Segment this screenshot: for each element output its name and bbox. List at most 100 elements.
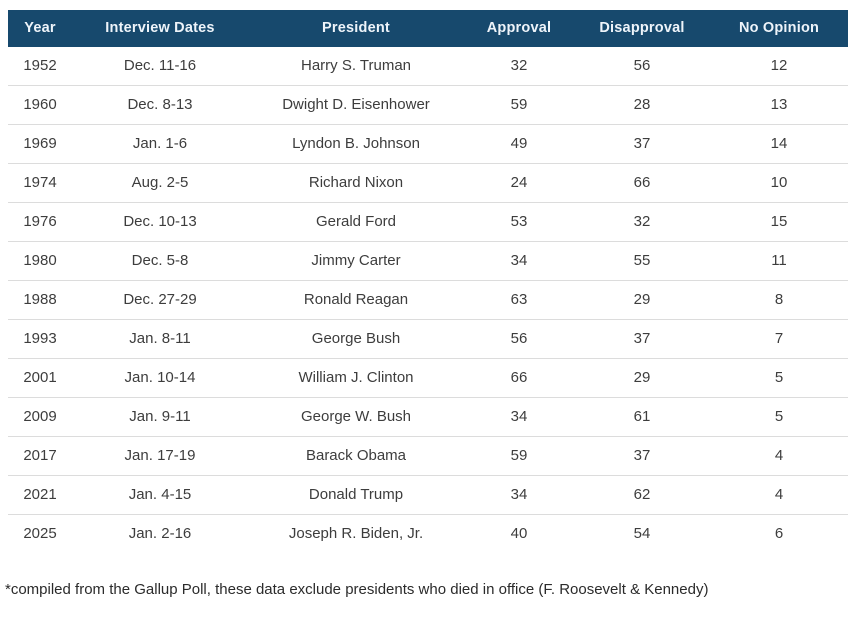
cell-disapproval: 28 bbox=[574, 85, 710, 125]
cell-interview-dates: Jan. 8-11 bbox=[72, 319, 248, 359]
cell-year: 1974 bbox=[8, 163, 72, 203]
cell-year: 1976 bbox=[8, 202, 72, 242]
cell-president: Harry S. Truman bbox=[300, 57, 412, 74]
cell-no-opinion: 7 bbox=[710, 319, 848, 359]
cell-president: Donald Trump bbox=[248, 475, 464, 515]
cell-president: Lyndon B. Johnson bbox=[248, 124, 464, 164]
table-row: 1976 Dec. 10-13 Gerald Ford 53 32 15 bbox=[8, 202, 848, 242]
cell-president: Gerald Ford bbox=[248, 202, 464, 242]
presidential-approval-table: Year Interview Dates President Approval … bbox=[8, 10, 848, 553]
column-header-approval: Approval bbox=[464, 10, 574, 47]
cell-interview-dates: Dec. 11-16 bbox=[123, 57, 197, 74]
cell-no-opinion: 4 bbox=[710, 436, 848, 476]
cell-interview-dates: Dec. 27-29 bbox=[72, 280, 248, 320]
cell-disapproval: 55 bbox=[574, 241, 710, 281]
cell-approval: 49 bbox=[464, 124, 574, 164]
cell-disapproval: 29 bbox=[574, 358, 710, 398]
cell-disapproval: 66 bbox=[574, 163, 710, 203]
cell-disapproval: 54 bbox=[574, 514, 710, 553]
cell-no-opinion: 15 bbox=[710, 202, 848, 242]
cell-interview-dates: Dec. 10-13 bbox=[72, 202, 248, 242]
cell-approval: 59 bbox=[464, 85, 574, 125]
cell-year: 2009 bbox=[8, 397, 72, 437]
cell-interview-dates: Jan. 10-14 bbox=[72, 358, 248, 398]
cell-no-opinion: 5 bbox=[710, 358, 848, 398]
cell-president: Jimmy Carter bbox=[248, 241, 464, 281]
table-row: 2017 Jan. 17-19 Barack Obama 59 37 4 bbox=[8, 436, 848, 476]
cell-approval: 34 bbox=[464, 241, 574, 281]
table-row: 1960 Dec. 8-13 Dwight D. Eisenhower 59 2… bbox=[8, 85, 848, 125]
table-row: 2025 Jan. 2-16 Joseph R. Biden, Jr. 40 5… bbox=[8, 514, 848, 553]
cell-president: Richard Nixon bbox=[248, 163, 464, 203]
cell-interview-dates: Aug. 2-5 bbox=[72, 163, 248, 203]
cell-no-opinion: 8 bbox=[710, 280, 848, 320]
table-row: 1993 Jan. 8-11 George Bush 56 37 7 bbox=[8, 319, 848, 359]
cell-no-opinion: 11 bbox=[710, 241, 848, 281]
cell-interview-dates: Jan. 9-11 bbox=[72, 397, 248, 437]
table-row: 1969 Jan. 1-6 Lyndon B. Johnson 49 37 14 bbox=[8, 124, 848, 164]
cell-no-opinion: 14 bbox=[710, 124, 848, 164]
table-row: 2021 Jan. 4-15 Donald Trump 34 62 4 bbox=[8, 475, 848, 515]
cell-approval: 40 bbox=[464, 514, 574, 553]
cell-approval: 53 bbox=[464, 202, 574, 242]
header-row: Year Interview Dates President Approval … bbox=[8, 10, 848, 47]
table-row: 2001 Jan. 10-14 William J. Clinton 66 29… bbox=[8, 358, 848, 398]
cell-disapproval: 62 bbox=[574, 475, 710, 515]
cell-president: Barack Obama bbox=[248, 436, 464, 476]
cell-year: 1952 bbox=[23, 57, 57, 74]
cell-year: 2025 bbox=[8, 514, 72, 553]
column-header-no-opinion: No Opinion bbox=[710, 10, 848, 47]
column-header-interview-dates: Interview Dates bbox=[72, 10, 248, 47]
cell-approval: 34 bbox=[464, 397, 574, 437]
cell-no-opinion: 10 bbox=[710, 163, 848, 203]
table-body: 1952 Dec. 11-16 Harry S. Truman 32 56 12… bbox=[8, 47, 848, 553]
table-row: 2009 Jan. 9-11 George W. Bush 34 61 5 bbox=[8, 397, 848, 437]
cell-year: 1993 bbox=[8, 319, 72, 359]
cell-president: William J. Clinton bbox=[248, 358, 464, 398]
cell-interview-dates: Jan. 1-6 bbox=[72, 124, 248, 164]
cell-interview-dates: Dec. 8-13 bbox=[72, 85, 248, 125]
column-header-year: Year bbox=[8, 10, 72, 47]
cell-disapproval: 37 bbox=[574, 319, 710, 359]
cell-disapproval: 29 bbox=[574, 280, 710, 320]
cell-year: 2001 bbox=[8, 358, 72, 398]
cell-approval: 56 bbox=[464, 319, 574, 359]
cell-no-opinion: 13 bbox=[710, 85, 848, 125]
cell-year: 1988 bbox=[8, 280, 72, 320]
cell-approval: 63 bbox=[464, 280, 574, 320]
cell-approval: 24 bbox=[464, 163, 574, 203]
cell-approval: 34 bbox=[464, 475, 574, 515]
cell-disapproval: 32 bbox=[574, 202, 710, 242]
cell-president: Ronald Reagan bbox=[248, 280, 464, 320]
column-header-president: President bbox=[248, 10, 464, 47]
cell-year: 1960 bbox=[8, 85, 72, 125]
cell-approval: 59 bbox=[464, 436, 574, 476]
cell-approval: 66 bbox=[464, 358, 574, 398]
table-row: 1988 Dec. 27-29 Ronald Reagan 63 29 8 bbox=[8, 280, 848, 320]
table-header: Year Interview Dates President Approval … bbox=[8, 10, 848, 47]
table-row: 1980 Dec. 5-8 Jimmy Carter 34 55 11 bbox=[8, 241, 848, 281]
table-row: 1952 Dec. 11-16 Harry S. Truman 32 56 12 bbox=[8, 47, 848, 86]
cell-disapproval: 56 bbox=[633, 57, 651, 74]
cell-disapproval: 37 bbox=[574, 124, 710, 164]
cell-interview-dates: Jan. 2-16 bbox=[72, 514, 248, 553]
cell-year: 2021 bbox=[8, 475, 72, 515]
cell-no-opinion: 5 bbox=[710, 397, 848, 437]
cell-president: George Bush bbox=[248, 319, 464, 359]
column-header-disapproval: Disapproval bbox=[574, 10, 710, 47]
cell-no-opinion: 12 bbox=[770, 57, 788, 74]
cell-interview-dates: Jan. 4-15 bbox=[72, 475, 248, 515]
cell-president: Joseph R. Biden, Jr. bbox=[248, 514, 464, 553]
cell-disapproval: 37 bbox=[574, 436, 710, 476]
cell-disapproval: 61 bbox=[574, 397, 710, 437]
cell-year: 1980 bbox=[8, 241, 72, 281]
cell-year: 1969 bbox=[8, 124, 72, 164]
footnote: *compiled from the Gallup Poll, these da… bbox=[5, 581, 709, 598]
cell-interview-dates: Dec. 5-8 bbox=[72, 241, 248, 281]
cell-year: 2017 bbox=[8, 436, 72, 476]
table-row: 1974 Aug. 2-5 Richard Nixon 24 66 10 bbox=[8, 163, 848, 203]
cell-approval: 32 bbox=[510, 57, 528, 74]
cell-interview-dates: Jan. 17-19 bbox=[72, 436, 248, 476]
cell-president: Dwight D. Eisenhower bbox=[248, 85, 464, 125]
